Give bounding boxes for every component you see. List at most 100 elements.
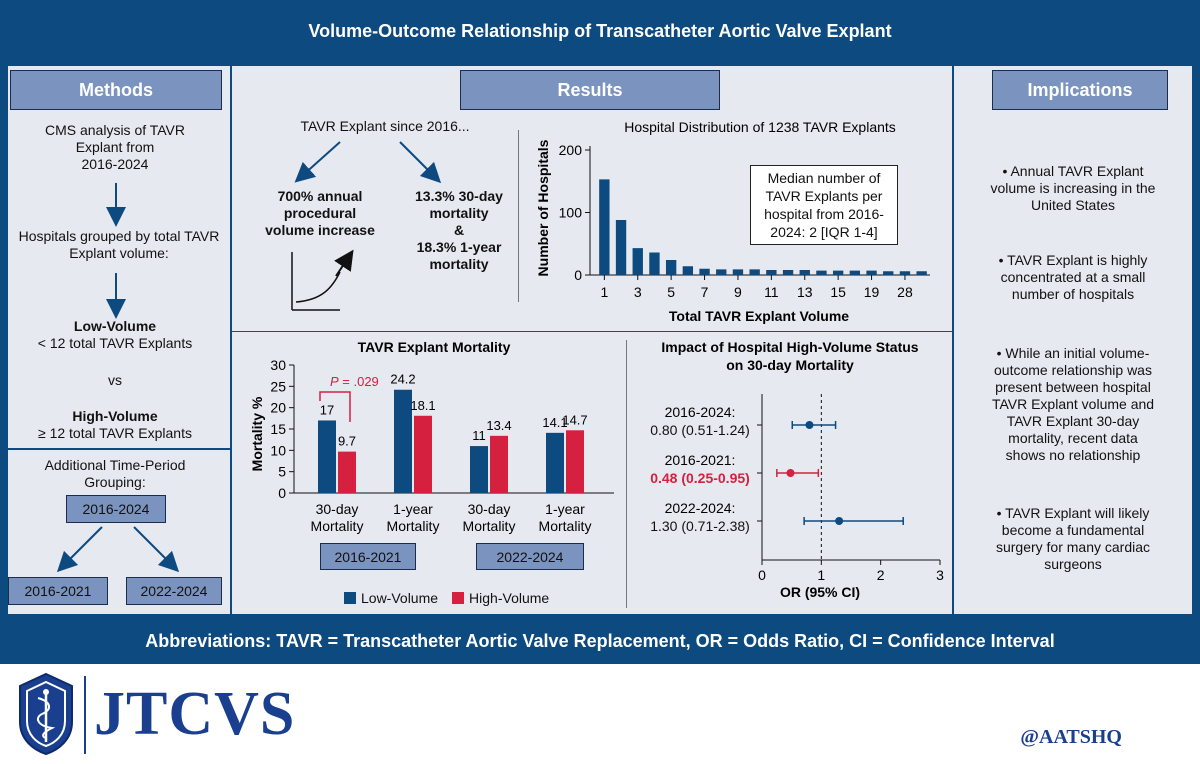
mortality-y-tick-label: 5 (278, 464, 286, 480)
low-volume-definition: Low-Volume < 12 total TAVR Explants (10, 318, 220, 352)
histogram-x-tick-label: 11 (764, 284, 779, 300)
implication-item: • While an initial volume-outcome relati… (960, 345, 1186, 464)
journal-seal-logo (19, 672, 73, 756)
mortality-bar-high (566, 430, 584, 493)
methods-heading: Methods (10, 70, 222, 110)
arrow-down-left-icon (294, 141, 341, 183)
exponential-growth-icon (291, 249, 354, 311)
histogram-x-tick-label: 19 (864, 284, 880, 300)
journal-divider (84, 676, 86, 754)
p-value-suffix: = .029 (339, 374, 379, 389)
histogram-y-tick-label: 0 (574, 267, 582, 283)
p-value-prefix: P (330, 374, 339, 389)
mortality-category-label: 30-day (468, 501, 511, 517)
mortality-period-box-2016-2021: 2016-2021 (320, 543, 416, 570)
mortality-legend: Low-Volume High-Volume (344, 590, 549, 606)
mortality-chart: TAVR Explant Mortality Mortality % 0 5 10 1… (249, 339, 614, 534)
vs-text: vs (108, 372, 122, 388)
histogram-bar (899, 271, 911, 275)
high-volume-definition: High-Volume ≥ 12 total TAVR Explants (10, 408, 220, 442)
methods-line: 2016-2024 (81, 156, 149, 172)
forest-row-estimate: 0.48 (0.25-0.95) (650, 470, 750, 486)
mortality-bar-low (318, 420, 336, 493)
mortality-period-box-2022-2024: 2022-2024 (476, 543, 584, 570)
methods-line: Hospitals grouped by total TAVR (18, 228, 220, 244)
period-box-2022-2024: 2022-2024 (126, 577, 222, 605)
mortality-y-tick-label: 25 (270, 378, 286, 394)
abbreviations-bar: Abbreviations: TAVR = Transcatheter Aort… (0, 618, 1200, 664)
implication-line: number of hospitals (1011, 286, 1135, 302)
histogram-x-tick-label: 13 (797, 284, 813, 300)
histogram-bar (615, 220, 627, 275)
histogram-bar (749, 269, 760, 275)
mortality-y-tick-label: 20 (270, 400, 286, 416)
low-volume-title: Low-Volume (73, 318, 157, 334)
forest-row-period: 2022-2024: (665, 500, 736, 516)
mortality-category-label: Mortality (539, 518, 592, 534)
journal-name: JTCVS (94, 680, 296, 748)
mortality-category-label: 30-day (316, 501, 359, 517)
legend-swatch-low (344, 592, 356, 604)
mortality-data-label: 17 (320, 402, 334, 417)
mortality-data-label: 24.2 (390, 372, 415, 387)
forest-x-tick-label: 1 (817, 567, 825, 583)
methods-line: Explant volume: (69, 245, 169, 261)
mortality-bar-low (394, 389, 412, 493)
implication-item: • TAVR Explant is highly concentrated at … (960, 252, 1186, 303)
mortality-bar-high (338, 451, 356, 493)
histogram-bar (866, 270, 877, 275)
mortality-data-label: 14.7 (562, 412, 587, 427)
implication-line: • Annual TAVR Explant (1002, 163, 1144, 179)
histogram-x-tick-label: 7 (701, 284, 709, 300)
implication-line: • TAVR Explant is highly (998, 252, 1148, 268)
implication-line: TAVR Explant volume and (991, 396, 1155, 412)
arrow-down-right-icon (133, 526, 180, 573)
histogram-x-tick-label: 5 (667, 284, 675, 300)
results-heading: Results (460, 70, 720, 110)
forest-row-period: 2016-2024: (665, 404, 736, 420)
histogram-y-axis-label: Number of Hospitals (535, 139, 551, 276)
implication-line: shows no relationship (1005, 447, 1141, 463)
legend-swatch-high (452, 592, 465, 604)
forest-title-line2: on 30-day Mortality (726, 357, 854, 373)
arrow-down-left-icon (56, 526, 103, 573)
histogram-bar (649, 252, 660, 275)
forest-plot: Impact of Hospital High-Volume Status on… (650, 339, 944, 600)
methods-line: Grouping: (84, 474, 146, 490)
forest-x-tick-label: 2 (877, 567, 885, 583)
methods-panel (8, 66, 230, 448)
histogram-bar (849, 270, 861, 275)
mortality-y-tick-label: 10 (270, 442, 286, 458)
methods-analysis-text: CMS analysis of TAVR Explant from 2016-2… (10, 122, 220, 173)
mortality-data-label: 18.1 (410, 398, 435, 413)
mortality-category-label: 1-year (545, 501, 585, 517)
implication-line: outcome relationship was (994, 362, 1152, 378)
histogram-bar (599, 179, 610, 275)
results-line: volume increase (265, 222, 375, 238)
forest-point (786, 469, 795, 477)
implications-heading: Implications (992, 70, 1168, 110)
implication-line: TAVR Explant 30-day (1006, 413, 1140, 429)
histogram-bar (632, 248, 643, 275)
mortality-bar-low (470, 446, 488, 493)
histogram-bar (832, 270, 844, 275)
histogram-x-tick-label: 1 (600, 284, 608, 300)
mortality-y-tick-label: 30 (270, 357, 286, 373)
mortality-data-label: 11 (472, 428, 486, 443)
histogram-bar (916, 271, 927, 275)
methods-line: Additional Time-Period (44, 457, 186, 473)
implication-line: volume is increasing in the (990, 180, 1156, 196)
implication-line: • While an initial volume- (996, 345, 1150, 361)
results-horizontal-divider (232, 331, 952, 332)
mortality-bar-high (490, 435, 508, 493)
period-box-2016-2024: 2016-2024 (66, 495, 166, 523)
arrow-down-right-icon (399, 141, 442, 184)
forest-x-tick-label: 0 (758, 567, 766, 583)
implication-line: United States (1030, 197, 1116, 213)
histogram-title: Hospital Distribution of 1238 TAVR Expla… (624, 119, 896, 135)
forest-row-estimate: 1.30 (0.71-2.38) (650, 518, 750, 534)
histogram-bar (682, 266, 694, 275)
forest-row-estimate: 0.80 (0.51-1.24) (650, 422, 750, 438)
mortality-y-axis-label: Mortality % (249, 396, 265, 471)
implication-line: present between hospital (995, 379, 1151, 395)
